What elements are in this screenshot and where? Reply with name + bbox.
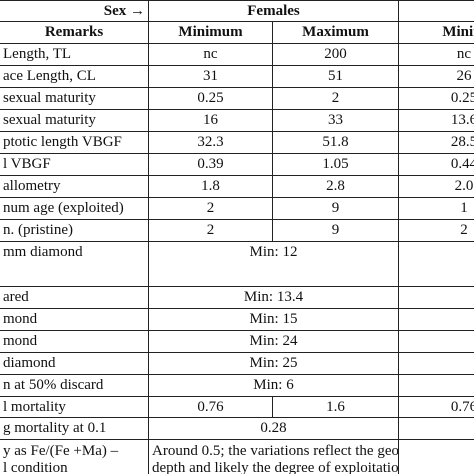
cell: 32.3 [148,131,273,154]
cell [398,439,474,474]
cell: 1.6 [271,396,400,418]
row-label: y as Fe/(Fe +Ma) – l condition [0,439,149,474]
cell: 0.44 [398,153,474,176]
table-row: ared Min: 13.4 [0,286,474,309]
table-row: allometry 1.8 2.8 2.0 [0,175,474,198]
row-label: g mortality at 0.1 [0,417,149,440]
cell: 2 [148,197,273,220]
cell: 31 [148,65,273,88]
column-header: Minimum [148,21,273,44]
table-row: mond Min: 24 [0,330,474,353]
cell: 2.8 [271,175,400,198]
cell: 51.8 [271,131,400,154]
cell: Min: 25 [147,352,400,375]
table-row: mond Min: 15 [0,308,474,331]
cell: 0.25 [398,87,474,110]
table-row: n. (pristine) 2 9 2 [0,219,474,242]
cell [398,286,474,309]
row-label: mond [0,330,149,353]
cell: 0.76 [148,396,273,418]
cell: 2 [398,219,474,242]
cell: 16 [148,109,273,132]
header-cell: Sex → [0,0,149,22]
cell: nc [398,43,474,66]
row-label: sexual maturity [0,87,149,110]
cell: 0.39 [148,153,273,176]
row-label: sexual maturity [0,109,149,132]
row-label: ared [0,286,149,309]
row-label: diamond [0,352,149,375]
cell: Around 0.5; the variations reflect the g… [147,439,400,474]
row-label: l mortality [0,396,149,418]
cell: 200 [271,43,400,66]
cell: 2.0 [398,175,474,198]
cell: 26 [398,65,474,88]
row-label: ace Length, CL [0,65,149,88]
row-label: num age (exploited) [0,197,149,220]
cell: Min: 24 [147,330,400,353]
table-row: g mortality at 0.1 0.28 [0,417,474,440]
cell: 51 [271,65,400,88]
table-row: diamond Min: 25 [0,352,474,375]
cell: 9 [271,219,400,242]
header-cell [398,0,474,22]
cell-line: y as Fe/(Fe +Ma) – [3,442,119,459]
cell [398,241,474,287]
column-header: Minim [398,21,474,44]
table-row: num age (exploited) 2 9 1 [0,197,474,220]
cell: 0.28 [147,417,400,440]
column-header: Maximum [271,21,400,44]
row-label: n at 50% discard [0,374,149,397]
cell: Min: 12 [147,241,400,287]
cell: nc [148,43,273,66]
row-label: l VBGF [0,153,149,176]
cell: 2 [271,87,400,110]
cell: Min: 15 [147,308,400,331]
table-row: y as Fe/(Fe +Ma) – l condition Around 0.5;… [0,439,474,474]
cell: 13.6 [398,109,474,132]
row-label: allometry [0,175,149,198]
table-row: n at 50% discard Min: 6 [0,374,474,397]
cell [398,374,474,397]
cell: 1.8 [148,175,273,198]
cell: 28.5 [398,131,474,154]
cell [398,330,474,353]
cell: 2 [148,219,273,242]
table-row: mm diamond Min: 12 [0,241,474,287]
cell: 0.25 [148,87,273,110]
header-cell: Females [147,0,400,22]
row-label: mond [0,308,149,331]
cell: Min: 13.4 [147,286,400,309]
cell-line: depth and likely the degree of exploitat… [152,459,399,474]
cell: Min: 6 [147,374,400,397]
cell [398,352,474,375]
cell-line: l condition [3,459,68,474]
row-label: Length, TL [0,43,149,66]
cell-line: Around 0.5; the variations reflect the g… [152,442,399,459]
cell: 1 [398,197,474,220]
row-label: ptotic length VBGF [0,131,149,154]
cell: 1.05 [271,153,400,176]
cell [398,308,474,331]
cell: 9 [271,197,400,220]
table-row: ace Length, CL 31 51 26 [0,65,474,88]
row-label: mm diamond [0,241,149,287]
table-row: RemarksMinimumMaximumMinim [0,21,474,44]
column-header: Remarks [0,21,149,44]
cell [398,417,474,440]
table-row: Length, TL nc 200 nc [0,43,474,66]
cell: 0.76 [398,396,474,418]
row-label: n. (pristine) [0,219,149,242]
cell: 33 [271,109,400,132]
table-row: Sex → Females [0,0,474,22]
